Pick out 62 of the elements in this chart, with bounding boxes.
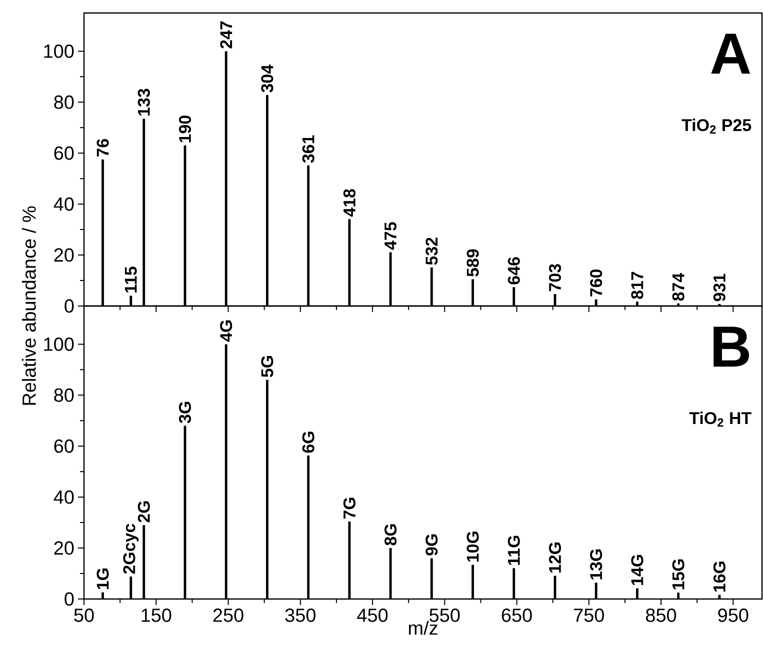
- annotation: 4G: [220, 320, 232, 342]
- annotation: 646: [508, 257, 520, 284]
- y-tick-label: 60: [54, 439, 74, 453]
- annotation: 304: [261, 64, 274, 92]
- y-tick-label: 0: [64, 299, 74, 313]
- y-tick-label: 20: [54, 541, 74, 555]
- y-tick-label: 80: [54, 388, 74, 402]
- text: TiO$_{2}$ P25: [682, 118, 752, 134]
- x-tick-label: 850: [646, 608, 676, 622]
- chart-title: B: [714, 326, 749, 367]
- annotation: 703: [548, 264, 562, 292]
- annotation: 133: [138, 88, 150, 116]
- annotation: 6G: [302, 432, 314, 453]
- annotation: 589: [466, 249, 479, 277]
- x-tick-label: 350: [285, 608, 316, 622]
- annotation: 115: [124, 266, 137, 293]
- annotation: 931: [713, 274, 726, 302]
- y-tick-label: 80: [54, 95, 74, 109]
- annotation: 16G: [713, 562, 726, 592]
- x-tick-label: 950: [718, 608, 748, 622]
- annotation: 11G: [508, 536, 520, 565]
- annotation: 9G: [426, 534, 438, 556]
- annotation: 13G: [590, 549, 602, 580]
- annotation: 10G: [466, 532, 479, 562]
- annotation: 15G: [672, 559, 684, 590]
- text: TiO$_{2}$ HT: [689, 412, 752, 427]
- y-tick-label: 40: [54, 197, 74, 211]
- y-tick-label: 40: [54, 490, 74, 504]
- annotation: 532: [426, 238, 438, 265]
- annotation: 247: [220, 21, 232, 48]
- annotation: 5G: [261, 356, 274, 378]
- annotation: 874: [672, 272, 684, 301]
- x-tick-label: 50: [74, 608, 94, 622]
- y-tick-label: 20: [54, 248, 74, 262]
- x-tick-label: 150: [142, 608, 172, 622]
- x-axis-title: m/z: [408, 620, 438, 635]
- annotation: 817: [631, 272, 644, 299]
- annotation: 8G: [384, 524, 397, 546]
- annotation: 190: [178, 116, 192, 142]
- x-tick-label: 250: [213, 608, 244, 622]
- y-tick-label: 100: [44, 44, 74, 58]
- chart-title: A: [711, 34, 750, 74]
- annotation: 14G: [631, 555, 644, 586]
- y-axis-title: Relative abundance / %: [22, 206, 36, 405]
- annotation: 12G: [548, 542, 562, 573]
- annotation: 3G: [178, 402, 192, 424]
- x-tick-label: 650: [502, 608, 532, 622]
- annotation: 475: [384, 222, 396, 250]
- annotation: 7G: [343, 498, 356, 519]
- annotation: 760: [590, 270, 602, 296]
- annotation: 2G: [138, 501, 150, 522]
- y-tick-label: 0: [64, 592, 74, 606]
- annotation: 76: [96, 138, 109, 157]
- x-tick-label: 550: [430, 608, 460, 622]
- annotation: 2Gcyc: [123, 524, 139, 574]
- x-tick-label: 450: [357, 608, 388, 622]
- annotation: 1G: [96, 568, 109, 590]
- annotation: 418: [343, 189, 356, 217]
- annotation: 361: [302, 135, 314, 163]
- y-tick-label: 100: [44, 337, 74, 351]
- x-tick-label: 750: [574, 608, 604, 622]
- y-tick-label: 60: [54, 146, 74, 160]
